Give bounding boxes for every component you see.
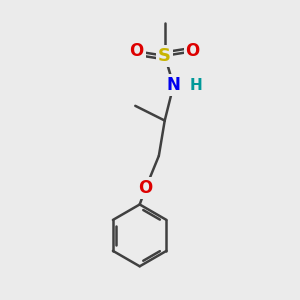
Text: O: O <box>130 42 144 60</box>
Text: N: N <box>167 76 181 94</box>
Text: S: S <box>158 47 171 65</box>
Text: O: O <box>139 179 153 197</box>
Text: H: H <box>189 78 202 93</box>
Text: O: O <box>186 42 200 60</box>
